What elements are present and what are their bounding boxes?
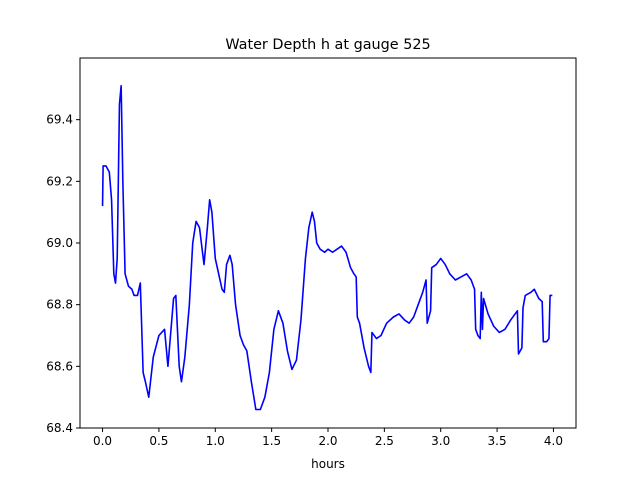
axes-background bbox=[80, 58, 576, 428]
y-tick-label: 68.4 bbox=[46, 421, 73, 435]
x-tick-label: 0.0 bbox=[93, 434, 112, 448]
x-axis-ticks: 0.0 0.5 1.0 1.5 2.0 2.5 3.0 3.5 4.0 bbox=[93, 428, 563, 448]
plot-area bbox=[79, 57, 577, 429]
y-tick-label: 68.6 bbox=[46, 359, 73, 373]
x-tick-label: 3.0 bbox=[431, 434, 450, 448]
series-line-0 bbox=[101, 84, 553, 411]
x-axis-label: hours bbox=[311, 457, 345, 471]
x-tick-label: 4.0 bbox=[544, 434, 563, 448]
series-layer bbox=[101, 84, 553, 411]
chart-title: Water Depth h at gauge 525 bbox=[225, 37, 430, 53]
y-tick-label: 69.2 bbox=[46, 174, 73, 188]
x-tick-label: 2.0 bbox=[318, 434, 337, 448]
y-tick-label: 69.0 bbox=[46, 236, 73, 250]
x-tick-label: 0.5 bbox=[149, 434, 168, 448]
y-axis-ticks: 68.4 68.6 68.8 69.0 69.2 69.4 bbox=[46, 113, 80, 435]
y-tick-label: 68.8 bbox=[46, 298, 73, 312]
x-tick-label: 3.5 bbox=[488, 434, 507, 448]
x-tick-label: 1.5 bbox=[262, 434, 281, 448]
x-tick-label: 2.5 bbox=[375, 434, 394, 448]
x-tick-label: 1.0 bbox=[206, 434, 225, 448]
y-tick-label: 69.4 bbox=[46, 113, 73, 127]
